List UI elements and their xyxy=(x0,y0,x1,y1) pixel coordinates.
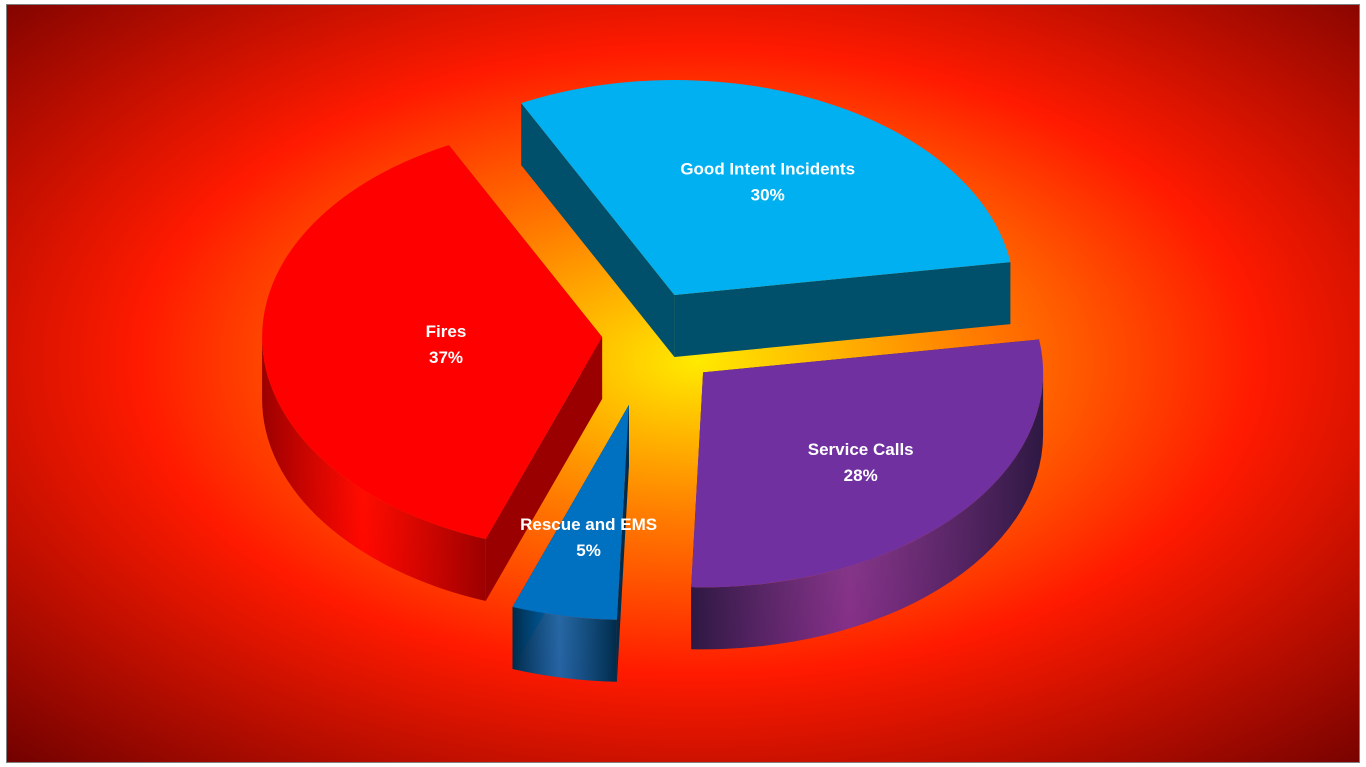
slice-service-calls xyxy=(691,339,1044,650)
slice-wall-fires-0 xyxy=(262,337,486,601)
percent-service-calls: 28% xyxy=(844,466,878,485)
percent-rescue-and-ems: 5% xyxy=(576,541,601,560)
percent-good-intent-incidents: 30% xyxy=(751,185,785,204)
slice-side-rescue-and-ems-0 xyxy=(616,404,629,682)
slice-good-intent-incidents xyxy=(521,80,1011,357)
slice-side-fires-0 xyxy=(485,337,603,601)
percent-fires: 37% xyxy=(429,348,463,367)
slice-top-service-calls xyxy=(691,339,1044,588)
slice-rescue-and-ems xyxy=(512,404,629,682)
chart-area: Fires 37% Good Intent Incidents 30% Service … xyxy=(6,4,1360,763)
pie-slices xyxy=(262,80,1044,682)
slice-wall-service-calls-0 xyxy=(691,372,1044,650)
slice-fires xyxy=(262,145,603,601)
slice-top-good-intent-incidents xyxy=(521,80,1011,295)
label-rescue-and-ems: Rescue and EMS xyxy=(520,515,657,534)
slice-top-fires xyxy=(262,145,603,539)
label-service-calls: Service Calls xyxy=(808,440,914,459)
label-fires: Fires xyxy=(426,322,467,341)
pie-chart: Fires 37% Good Intent Incidents 30% Service … xyxy=(7,5,1359,762)
slice-top-rescue-and-ems xyxy=(512,404,629,620)
slice-labels: Fires 37% Good Intent Incidents 30% Service … xyxy=(426,159,914,560)
slice-side-good-intent-incidents-0 xyxy=(521,103,675,357)
slice-side-good-intent-incidents-1 xyxy=(674,262,1011,357)
slice-wall-rescue-and-ems-0 xyxy=(512,607,617,682)
label-good-intent-incidents: Good Intent Incidents xyxy=(680,159,855,178)
